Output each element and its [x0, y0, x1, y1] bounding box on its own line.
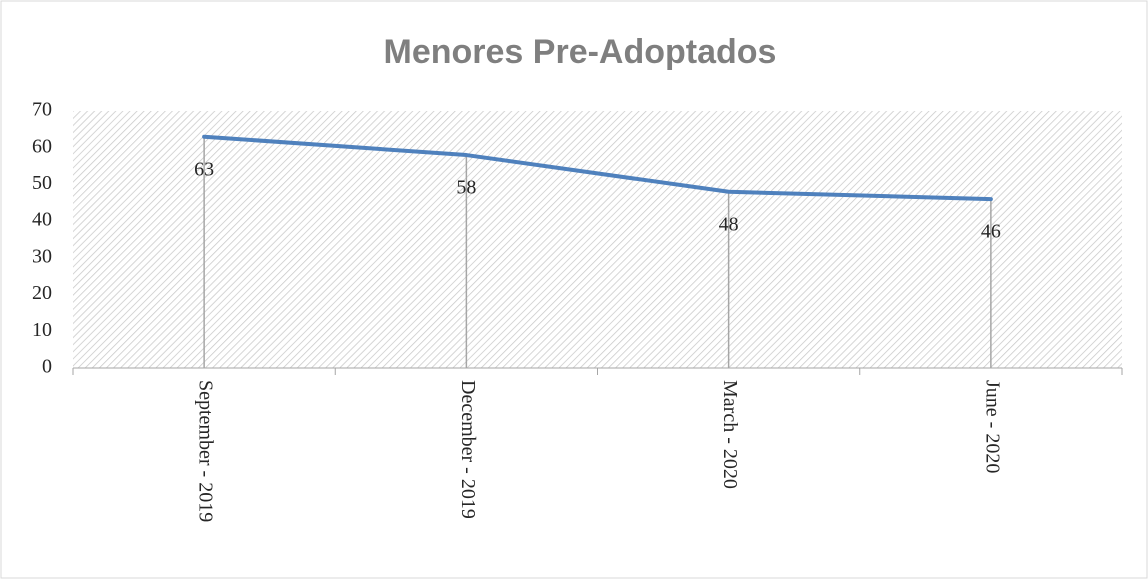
- y-tick-label: 20: [32, 282, 52, 304]
- x-tick-label: September - 2019: [195, 380, 217, 522]
- y-tick-label: 30: [32, 245, 52, 267]
- x-tick-label: December - 2019: [457, 380, 479, 519]
- plot-area: [73, 111, 1122, 368]
- data-label: 58: [456, 177, 476, 199]
- y-tick-label: 50: [32, 172, 52, 194]
- data-label: 63: [194, 158, 214, 180]
- line-series: [202, 134, 993, 202]
- y-tick-label: 70: [32, 99, 52, 121]
- data-label: 48: [719, 213, 739, 235]
- chart-title: Menores Pre-Adoptados: [384, 33, 777, 71]
- x-tick-label: June - 2020: [981, 380, 1003, 473]
- x-tick-label: March - 2020: [719, 380, 741, 489]
- y-tick-label: 40: [32, 209, 52, 231]
- y-tick-label: 0: [42, 356, 52, 378]
- y-tick-label: 10: [32, 319, 52, 341]
- y-tick-label: 60: [32, 135, 52, 157]
- data-label: 46: [981, 221, 1001, 243]
